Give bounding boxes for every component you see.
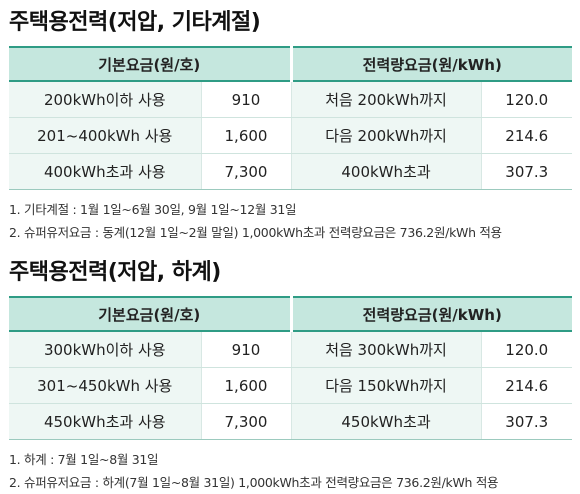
energy-value-cell: 120.0 (481, 81, 573, 118)
table-header-row: 기본요금(원/호) 전력량요금(원/kWh) (9, 296, 573, 332)
energy-label-cell: 다음 200kWh까지 (291, 117, 482, 154)
header-basic-fee: 기본요금(원/호) (9, 296, 291, 332)
table-row: 200kWh이하 사용 910 처음 200kWh까지 120.0 (9, 81, 573, 118)
notes: 1. 하계 : 7월 1일~8월 31일 2. 슈퍼유저요금 : 하계(7월 1… (9, 448, 572, 494)
note-item: 2. 슈퍼유저요금 : 동계(12월 1일~2월 말일) 1,000kWh초과 … (9, 225, 502, 240)
section-other-seasons: 주택용전력(저압, 기타계절) 기본요금(원/호) 전력량요금(원/kWh) 2… (9, 8, 573, 244)
table-header-row: 기본요금(원/호) 전력량요금(원/kWh) (9, 46, 573, 82)
basic-value-cell: 910 (201, 331, 292, 368)
basic-value-cell: 1,600 (201, 367, 292, 404)
header-energy-fee: 전력량요금(원/kWh) (289, 296, 573, 332)
energy-value-cell: 120.0 (481, 331, 573, 368)
table-row: 301~450kWh 사용 1,600 다음 150kWh까지 214.6 (9, 367, 573, 404)
energy-label-cell: 처음 300kWh까지 (291, 331, 482, 368)
energy-value-cell: 307.3 (481, 153, 573, 190)
basic-label-cell: 200kWh이하 사용 (9, 81, 202, 118)
table-row: 450kWh초과 사용 7,300 450kWh초과 307.3 (9, 403, 573, 440)
basic-label-cell: 201~400kWh 사용 (9, 117, 202, 154)
energy-value-cell: 307.3 (481, 403, 573, 440)
note-item: 2. 슈퍼유저요금 : 하계(7월 1일~8월 31일) 1,000kWh초과 … (9, 475, 499, 490)
rate-table: 기본요금(원/호) 전력량요금(원/kWh) 300kWh이하 사용 910 처… (9, 296, 573, 440)
basic-label-cell: 400kWh초과 사용 (9, 153, 202, 190)
note-item: 1. 기타계절 : 1월 1일~6월 30일, 9월 1일~12월 31일 (9, 202, 297, 217)
basic-value-cell: 1,600 (201, 117, 292, 154)
section-summer: 주택용전력(저압, 하계) 기본요금(원/호) 전력량요금(원/kWh) 300… (9, 258, 573, 494)
basic-value-cell: 910 (201, 81, 292, 118)
notes: 1. 기타계절 : 1월 1일~6월 30일, 9월 1일~12월 31일 2.… (9, 198, 572, 244)
energy-label-cell: 처음 200kWh까지 (291, 81, 482, 118)
energy-value-cell: 214.6 (481, 117, 573, 154)
energy-label-cell: 400kWh초과 (291, 153, 482, 190)
basic-value-cell: 7,300 (201, 403, 292, 440)
table-row: 400kWh초과 사용 7,300 400kWh초과 307.3 (9, 153, 573, 190)
note-item: 1. 하계 : 7월 1일~8월 31일 (9, 452, 159, 467)
basic-label-cell: 301~450kWh 사용 (9, 367, 202, 404)
table-row: 201~400kWh 사용 1,600 다음 200kWh까지 214.6 (9, 117, 573, 154)
header-basic-fee: 기본요금(원/호) (9, 46, 291, 82)
energy-value-cell: 214.6 (481, 367, 573, 404)
basic-label-cell: 300kWh이하 사용 (9, 331, 202, 368)
energy-label-cell: 450kWh초과 (291, 403, 482, 440)
section-title: 주택용전력(저압, 하계) (9, 260, 221, 285)
table-row: 300kWh이하 사용 910 처음 300kWh까지 120.0 (9, 331, 573, 368)
header-energy-fee: 전력량요금(원/kWh) (289, 46, 573, 82)
rate-table: 기본요금(원/호) 전력량요금(원/kWh) 200kWh이하 사용 910 처… (9, 46, 573, 190)
basic-value-cell: 7,300 (201, 153, 292, 190)
section-title: 주택용전력(저압, 기타계절) (9, 10, 261, 35)
basic-label-cell: 450kWh초과 사용 (9, 403, 202, 440)
energy-label-cell: 다음 150kWh까지 (291, 367, 482, 404)
